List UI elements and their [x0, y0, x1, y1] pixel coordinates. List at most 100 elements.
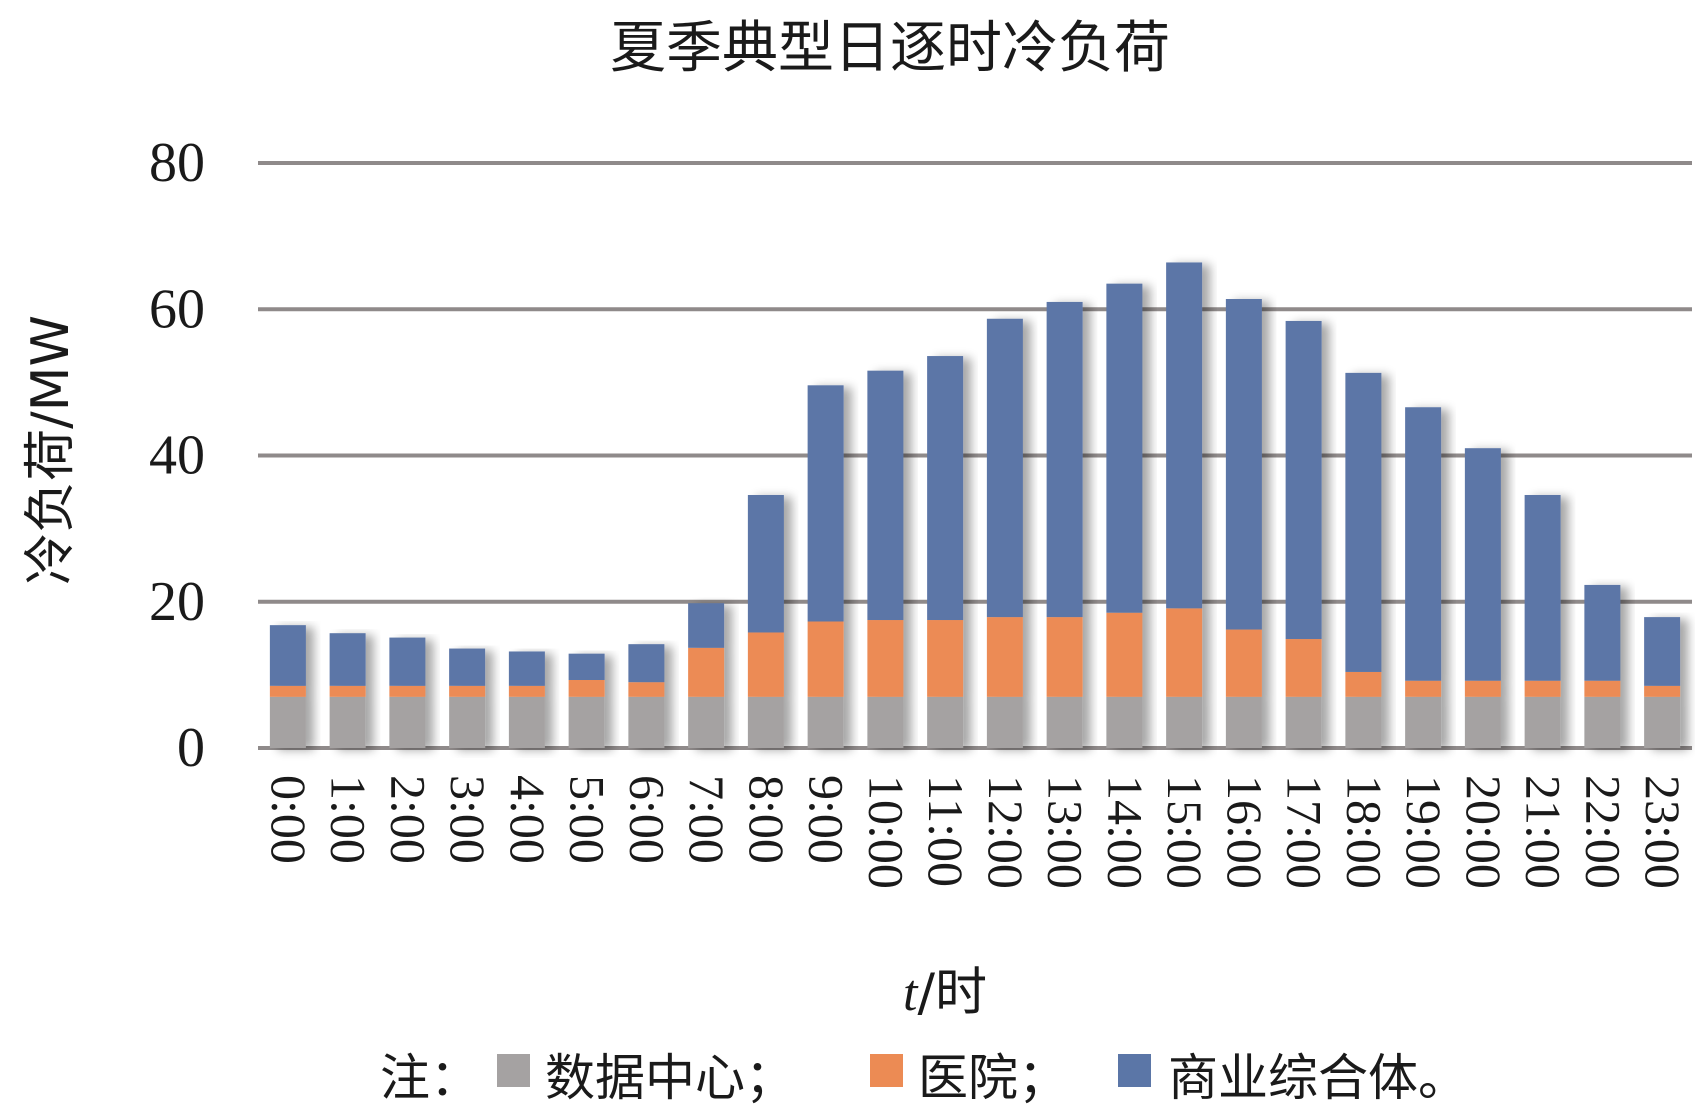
bar-stack — [927, 356, 964, 748]
bar-hospital — [389, 685, 426, 697]
bar-datacenter — [1046, 696, 1083, 748]
x-tick-label: 23:00 — [1635, 775, 1691, 889]
x-tick-label: 16:00 — [1217, 775, 1273, 889]
bar-commercial — [1225, 299, 1262, 630]
bar-datacenter — [1464, 696, 1501, 748]
legend-swatch-commercial — [1118, 1054, 1151, 1087]
legend-label-hospital: 医院； — [918, 1049, 1068, 1107]
bar-stack — [508, 651, 545, 748]
bar-datacenter — [568, 696, 605, 748]
bar-hospital — [1106, 612, 1143, 697]
bar-commercial — [508, 651, 545, 686]
bar-datacenter — [986, 696, 1023, 748]
bar-stack — [568, 653, 605, 748]
bar-commercial — [1106, 283, 1143, 613]
bar-commercial — [1046, 301, 1083, 618]
x-tick-label: 6:00 — [619, 775, 675, 864]
bar-stack — [329, 633, 366, 748]
x-tick-label: 22:00 — [1575, 775, 1631, 889]
bar-hospital — [1345, 671, 1382, 697]
gridlines — [258, 161, 1692, 750]
bar-datacenter — [269, 696, 306, 748]
bar-stack — [1644, 617, 1681, 748]
bar-commercial — [628, 644, 665, 683]
bar-stack — [449, 648, 486, 748]
bar-datacenter — [1644, 696, 1681, 748]
bar-hospital — [1405, 680, 1442, 697]
x-tick-label: 20:00 — [1456, 775, 1512, 889]
bar-commercial — [688, 603, 725, 648]
bar-commercial — [1405, 407, 1442, 681]
bar-stack — [688, 603, 725, 748]
bar-commercial — [1166, 262, 1203, 609]
bar-hospital — [269, 685, 306, 697]
bar-commercial — [329, 633, 366, 686]
x-tick-label: 21:00 — [1516, 775, 1572, 889]
bar-commercial — [1464, 448, 1501, 681]
legend-label-commercial: 商业综合体。 — [1168, 1049, 1468, 1107]
bar-stack — [986, 318, 1023, 748]
bar-commercial — [389, 637, 426, 686]
bar-commercial — [867, 370, 904, 621]
bar-datacenter — [1285, 696, 1322, 748]
x-axis-label-italic: t — [903, 965, 919, 1022]
bar-commercial — [1584, 584, 1621, 681]
legend-note: 注： 数据中心； 医院； 商业综合体。 — [380, 1049, 1468, 1107]
bar-datacenter — [508, 696, 545, 748]
note-prefix: 注： — [380, 1049, 480, 1107]
bar-commercial — [1345, 372, 1382, 672]
bar-stack — [1405, 407, 1442, 748]
bar-datacenter — [688, 696, 725, 748]
y-axis-label: 冷负荷/MW — [21, 315, 81, 585]
x-tick-label: 18:00 — [1336, 775, 1392, 889]
bar-stack — [628, 644, 665, 748]
bar-hospital — [1046, 617, 1083, 697]
bar-hospital — [1464, 680, 1501, 697]
x-axis-ticks: 0:00 1:00 2:00 3:00 4:00 5:00 6:00 7:00 8:00 9:00… — [261, 775, 1691, 889]
bar-commercial — [986, 318, 1023, 618]
bar-hospital — [688, 647, 725, 697]
bar-hospital — [807, 621, 844, 697]
bar-datacenter — [867, 696, 904, 748]
bar-hospital — [1225, 629, 1262, 697]
bar-datacenter — [329, 696, 366, 748]
bar-hospital — [1644, 685, 1681, 697]
bar-stack — [1345, 372, 1382, 748]
bar-datacenter — [1166, 696, 1203, 748]
bar-hospital — [867, 620, 904, 697]
bar-commercial — [1524, 494, 1561, 681]
bar-datacenter — [389, 696, 426, 748]
bar-commercial — [449, 648, 486, 686]
bar-datacenter — [807, 696, 844, 748]
bar-hospital — [986, 617, 1023, 697]
x-tick-label: 14:00 — [1097, 775, 1153, 889]
x-tick-label: 2:00 — [380, 775, 436, 864]
bars — [269, 262, 1681, 748]
x-tick-label: 8:00 — [739, 775, 795, 864]
legend-swatch-hospital — [870, 1054, 903, 1087]
x-tick-label: 12:00 — [978, 775, 1034, 889]
x-tick-label: 7:00 — [679, 775, 735, 864]
bar-hospital — [1584, 680, 1621, 697]
x-tick-label: 0:00 — [261, 775, 317, 864]
bar-datacenter — [628, 696, 665, 748]
x-tick-label: 19:00 — [1396, 775, 1452, 889]
x-tick-label: 4:00 — [500, 775, 556, 864]
bar-hospital — [449, 685, 486, 697]
bar-datacenter — [449, 696, 486, 748]
bar-stack — [1106, 283, 1143, 748]
y-tick-label: 20 — [149, 571, 205, 633]
x-tick-label: 1:00 — [321, 775, 377, 864]
y-axis-ticks: 0 20 40 60 80 — [149, 132, 205, 779]
y-tick-label: 80 — [149, 132, 205, 194]
bar-commercial — [1644, 617, 1681, 686]
x-axis-label: t/时 — [903, 963, 987, 1023]
bar-stack — [1584, 584, 1621, 748]
bar-hospital — [1524, 680, 1561, 697]
bar-hospital — [1285, 639, 1322, 697]
bar-commercial — [927, 356, 964, 621]
bar-datacenter — [927, 696, 964, 748]
bar-commercial — [269, 625, 306, 686]
